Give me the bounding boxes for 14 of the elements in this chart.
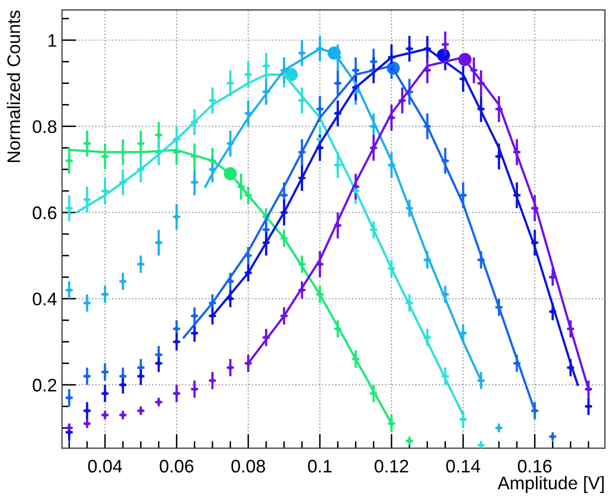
x-tick-label: 0.16: [518, 460, 552, 473]
y-tick-label: 0.6: [32, 206, 56, 220]
x-axis-title: Amplitude [V]: [498, 476, 604, 493]
y-tick-label: 0.4: [32, 292, 57, 306]
x-tick-label: 0.06: [160, 460, 194, 473]
x-tick-label: 0.14: [446, 460, 480, 473]
y-tick-label: 0.2: [32, 378, 56, 392]
y-tick-label: 0.8: [32, 120, 56, 134]
y-tick-label: 1: [48, 34, 56, 47]
x-tick-label: 0.08: [231, 460, 266, 473]
x-tick-label: 0.12: [374, 460, 408, 473]
x-tick-label: 0.04: [88, 460, 122, 473]
x-tick-label: 0.1: [308, 460, 332, 473]
y-axis-title: Normalized Counts: [6, 10, 20, 162]
